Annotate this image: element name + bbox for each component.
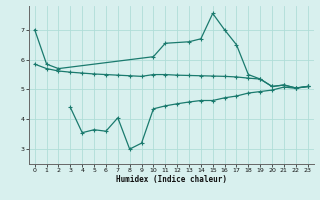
X-axis label: Humidex (Indice chaleur): Humidex (Indice chaleur) — [116, 175, 227, 184]
